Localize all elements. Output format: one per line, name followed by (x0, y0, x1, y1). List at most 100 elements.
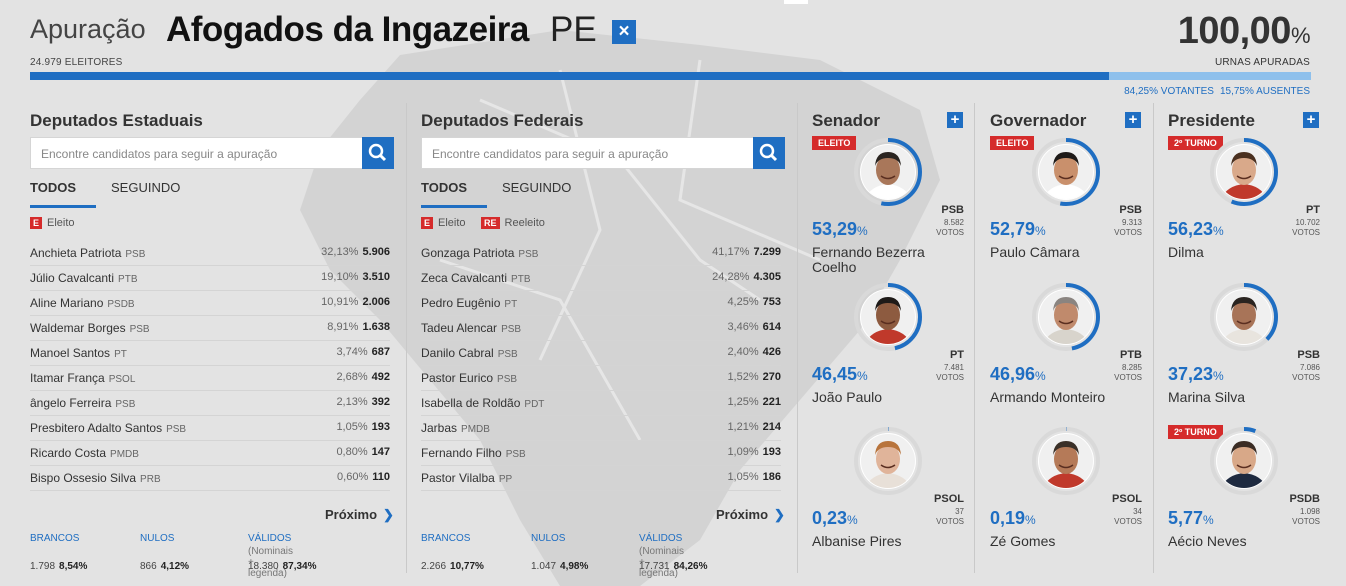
list-item[interactable]: Jarbas PMDB 1,21% 214 (421, 416, 781, 441)
candidate-votes: 5.906 (362, 246, 390, 258)
list-item[interactable]: Aline Mariano PSDB 10,91% 2.006 (30, 291, 390, 316)
list-item[interactable]: Itamar França PSOL 2,68% 492 (30, 366, 390, 391)
candidate-result: 8,91% 1.638 (327, 321, 390, 333)
chevron-right-icon: ❯ (383, 507, 394, 522)
list-item[interactable]: Waldemar Borges PSB 8,91% 1.638 (30, 316, 390, 341)
candidate-card[interactable]: PT 7.481 VOTOS 46,45% João Paulo (812, 281, 964, 426)
candidate-votes: 8.582 VOTOS (936, 218, 964, 238)
candidate-name: ângelo Ferreira PSB (30, 396, 135, 410)
search-icon[interactable] (362, 137, 394, 169)
status-badge: 2º TURNO (1168, 425, 1223, 439)
tab-seguindo[interactable]: SEGUINDO (111, 180, 181, 195)
candidate-name: João Paulo (812, 389, 883, 405)
nulos-label: NULOS (140, 533, 175, 544)
estaduais-list: Anchieta Patriota PSB 32,13% 5.906 Júlio Cav… (30, 241, 390, 491)
list-item[interactable]: Tadeu Alencar PSB 3,46% 614 (421, 316, 781, 341)
candidate-name: Armando Monteiro (990, 389, 1106, 405)
candidate-party: PT (1305, 204, 1320, 216)
candidate-pct: 41,17% (712, 246, 750, 258)
votes-count: 37 (955, 507, 964, 516)
list-item[interactable]: Presbitero Adalto Santos PSB 1,05% 193 (30, 416, 390, 441)
turnout-bar (30, 72, 1311, 80)
search-icon[interactable] (753, 137, 785, 169)
candidate-votes: 8.285 VOTOS (1114, 363, 1142, 383)
candidate-card[interactable]: 2º TURNO PSDB 1.098 VOTOS 5,77% Aécio Neves (1168, 425, 1320, 570)
list-item[interactable]: Fernando Filho PSB 1,09% 193 (421, 441, 781, 466)
federais-next-button[interactable]: Próximo ❯ (716, 507, 785, 523)
candidate-result: 2,68% 492 (336, 371, 390, 383)
list-item[interactable]: Danilo Cabral PSB 2,40% 426 (421, 341, 781, 366)
list-item[interactable]: Pastor Eurico PSB 1,52% 270 (421, 366, 781, 391)
list-item[interactable]: Anchieta Patriota PSB 32,13% 5.906 (30, 241, 390, 266)
candidate-votes: 110 (372, 471, 390, 483)
list-item[interactable]: Zeca Cavalcanti PTB 24,28% 4.305 (421, 266, 781, 291)
list-item[interactable]: Bispo Ossesio Silva PRB 0,60% 110 (30, 466, 390, 491)
candidate-name: Itamar França PSOL (30, 371, 135, 385)
list-item[interactable]: Isabella de Roldão PDT 1,25% 221 (421, 391, 781, 416)
validos-count: 17.731 (639, 561, 670, 572)
estaduais-next-button[interactable]: Próximo ❯ (325, 507, 394, 523)
candidate-party: PSDB (107, 299, 135, 310)
brancos-pct: 10,77% (450, 561, 484, 572)
list-item[interactable]: Gonzaga Patriota PSB 41,17% 7.299 (421, 241, 781, 266)
presidente-plus-icon[interactable]: + (1303, 112, 1319, 128)
votes-label: VOTOS (936, 228, 964, 237)
list-item[interactable]: Pastor Vilalba PP 1,05% 186 (421, 466, 781, 491)
candidate-card[interactable]: ELEITO PSB 9.313 VOTOS 52,79% Paulo Câmara (990, 136, 1142, 281)
avatar (1208, 425, 1280, 497)
candidate-card[interactable]: PSOL 37 VOTOS 0,23% Albanise Pires (812, 425, 964, 570)
estaduais-search-input[interactable]: Encontre candidatos para seguir a apuraç… (30, 137, 393, 169)
governador-plus-icon[interactable]: + (1125, 112, 1141, 128)
candidate-name: Pastor Vilalba PP (421, 471, 512, 485)
candidate-name: Fernando Bezerra Coelho (812, 244, 925, 275)
candidate-pct: 4,25% (727, 296, 759, 308)
candidate-party: PSOL (934, 493, 964, 505)
list-item[interactable]: Júlio Cavalcanti PTB 19,10% 3.510 (30, 266, 390, 291)
candidate-card[interactable]: ELEITO PSB 8.582 VOTOS 53,29% Fernando Bezerr… (812, 136, 964, 281)
candidate-votes: 4.305 (753, 271, 781, 283)
votes-label: VOTOS (1114, 373, 1142, 382)
candidate-votes: 7.481 VOTOS (936, 363, 964, 383)
federais-search-input[interactable]: Encontre candidatos para seguir a apuraç… (421, 137, 784, 169)
candidate-percent: 46,45% (812, 364, 868, 385)
validos-value: 17.731 84,26% (639, 561, 708, 572)
candidate-name-text: Júlio Cavalcanti (30, 271, 115, 285)
list-item[interactable]: Ricardo Costa PMDB 0,80% 147 (30, 441, 390, 466)
candidate-card[interactable]: PSB 7.086 VOTOS 37,23% Marina Silva (1168, 281, 1320, 426)
percent-value: 52,79 (990, 219, 1036, 239)
candidate-result: 0,60% 110 (337, 471, 390, 483)
candidate-votes: 9.313 VOTOS (1114, 218, 1142, 238)
list-item[interactable]: ângelo Ferreira PSB 2,13% 392 (30, 391, 390, 416)
candidate-votes: 1.098 VOTOS (1292, 507, 1320, 527)
nulos-value: 1.047 4,98% (531, 561, 588, 572)
tab-todos[interactable]: TODOS (30, 180, 76, 195)
senador-plus-icon[interactable]: + (947, 112, 963, 128)
tab-seguindo[interactable]: SEGUINDO (502, 180, 572, 195)
candidate-pct: 3,46% (727, 321, 759, 333)
candidate-card[interactable]: PTB 8.285 VOTOS 46,96% Armando Monteiro (990, 281, 1142, 426)
close-icon[interactable]: × (612, 20, 636, 44)
state-abbr: PE (550, 10, 597, 49)
list-item[interactable]: Pedro Eugênio PT 4,25% 753 (421, 291, 781, 316)
tab-todos[interactable]: TODOS (421, 180, 467, 195)
status-badge: 2º TURNO (1168, 136, 1223, 150)
candidate-pct: 24,28% (712, 271, 750, 283)
candidate-card[interactable]: 2º TURNO PT 10.702 VOTOS 56,23% Dilma (1168, 136, 1320, 281)
column-divider (797, 103, 798, 573)
candidate-card[interactable]: PSOL 34 VOTOS 0,19% Zé Gomes (990, 425, 1142, 570)
candidate-name: Jarbas PMDB (421, 421, 490, 435)
federais-list: Gonzaga Patriota PSB 41,17% 7.299 Zeca Caval… (421, 241, 781, 491)
candidate-party: PSB (505, 449, 526, 460)
candidate-votes: 1.638 (362, 321, 390, 333)
column-divider (1153, 103, 1154, 573)
candidate-votes: 214 (762, 421, 781, 433)
list-item[interactable]: Manoel Santos PT 3,74% 687 (30, 341, 390, 366)
validos-pct: 84,26% (673, 561, 708, 572)
tab-active-underline (421, 205, 487, 208)
votes-count: 34 (1133, 507, 1142, 516)
candidate-pct: 2,40% (727, 346, 759, 358)
candidate-party: PRB (140, 474, 161, 485)
legend-reeleito-label: Reeleito (504, 217, 545, 229)
candidate-name: Waldemar Borges PSB (30, 321, 150, 335)
candidate-party: PSOL (108, 374, 136, 385)
